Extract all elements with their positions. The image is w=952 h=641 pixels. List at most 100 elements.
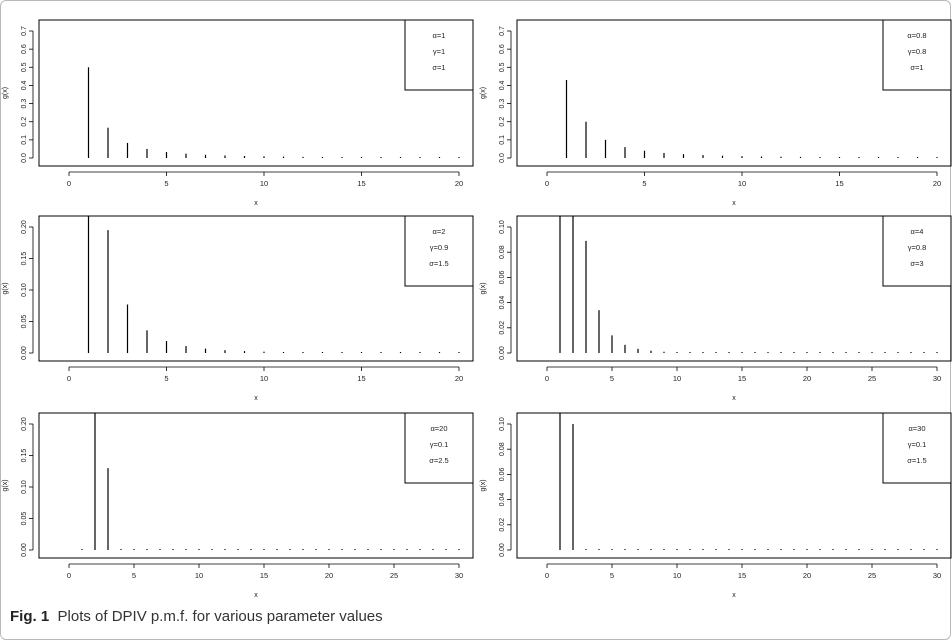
x-tick-label: 30 [933, 374, 941, 383]
x-tick-label: 0 [67, 179, 71, 188]
x-tick-label: 10 [195, 571, 203, 580]
y-tick-label: 0.00 [21, 346, 28, 360]
legend-entry: γ=0.9 [430, 243, 449, 252]
y-tick-label: 0.4 [499, 80, 506, 90]
y-tick-label: 0.15 [21, 252, 28, 266]
y-tick-label: 0.5 [21, 62, 28, 72]
bars [87, 216, 460, 353]
caption-text: Plots of DPIV p.m.f. for various paramet… [57, 608, 383, 625]
x-tick-label: 10 [260, 374, 268, 383]
y-tick-label: 0.20 [21, 220, 28, 234]
x-tick-label: 0 [545, 374, 549, 383]
y-tick-label: 0.10 [21, 283, 28, 297]
caption-label: Fig. 1 [10, 608, 50, 625]
plot-box [516, 19, 952, 167]
y-tick-label: 0.05 [21, 512, 28, 526]
x-tick-label: 25 [868, 374, 876, 383]
y-tick-label: 0.00 [499, 346, 506, 360]
legend-entry: γ=0.8 [908, 47, 927, 56]
y-tick-label: 0.3 [499, 99, 506, 109]
x-tick-label: 10 [673, 374, 681, 383]
legend-entry: γ=0.1 [430, 440, 449, 449]
bars [81, 413, 460, 550]
x-tick-label: 5 [132, 571, 136, 580]
plot-box [38, 215, 474, 362]
bars [87, 67, 460, 158]
legend-entry: α=30 [908, 424, 925, 433]
x-axis-label: x [732, 395, 736, 402]
x-tick-label: 15 [738, 571, 746, 580]
legend-entry: σ=3 [910, 259, 923, 268]
y-axis-label: g(x) [2, 479, 9, 491]
y-tick-label: 0.4 [21, 80, 28, 90]
legend-entry: γ=1 [433, 47, 445, 56]
legend-entry: σ=2.5 [429, 456, 448, 465]
x-tick-label: 5 [164, 374, 168, 383]
y-tick-label: 0.02 [499, 321, 506, 335]
y-tick-label: 0.0 [499, 153, 506, 163]
y-tick-label: 0.00 [499, 543, 506, 557]
legend-entry: σ=1.5 [907, 456, 926, 465]
x-tick-label: 5 [164, 179, 168, 188]
x-tick-label: 15 [835, 179, 843, 188]
legend-box [404, 19, 474, 91]
legend-entry: σ=1 [432, 63, 445, 72]
bars [565, 79, 938, 158]
y-tick-label: 0.20 [21, 417, 28, 431]
x-tick-label: 0 [545, 179, 549, 188]
x-tick-label: 15 [357, 179, 365, 188]
bars [559, 216, 938, 353]
y-tick-label: 0.00 [21, 543, 28, 557]
x-tick-label: 0 [545, 571, 549, 580]
x-tick-label: 15 [357, 374, 365, 383]
x-tick-label: 10 [738, 179, 746, 188]
plot-box [38, 19, 474, 167]
y-tick-label: 0.1 [499, 135, 506, 145]
legend-box [882, 215, 952, 287]
legend-entry: γ=0.1 [908, 440, 927, 449]
legend-box [404, 412, 474, 484]
plot-box [516, 215, 952, 362]
x-tick-label: 20 [933, 179, 941, 188]
x-axis-label: x [254, 395, 258, 402]
y-tick-label: 0.15 [21, 449, 28, 463]
chart-panel-1: 0 5 10 15 20 x 0.0 0.1 0.2 0.3 0.4 0.5 0.6 0.7 g(x) α=1… [2, 19, 474, 207]
y-tick-label: 0.10 [499, 220, 506, 234]
x-axis-label: x [254, 200, 258, 207]
x-tick-label: 5 [610, 571, 614, 580]
y-tick-label: 0.04 [499, 296, 506, 310]
legend-entry: γ=0.8 [908, 243, 927, 252]
y-tick-label: 0.10 [21, 480, 28, 494]
chart-panel-3: 0 5 10 15 20 x 0.00 0.05 0.10 0.15 0.20 g(x) α=2 γ=0.… [2, 215, 474, 402]
x-tick-label: 0 [67, 374, 71, 383]
y-tick-label: 0.08 [499, 245, 506, 259]
x-tick-label: 10 [260, 179, 268, 188]
y-axis-label: g(x) [480, 87, 487, 99]
x-tick-label: 20 [325, 571, 333, 580]
x-tick-label: 20 [455, 374, 463, 383]
bars [559, 413, 938, 550]
y-tick-label: 0.02 [499, 518, 506, 532]
y-axis-label: g(x) [2, 282, 9, 294]
y-tick-label: 0.08 [499, 442, 506, 456]
y-tick-label: 0.04 [499, 493, 506, 507]
x-tick-label: 5 [642, 179, 646, 188]
x-tick-label: 30 [455, 571, 463, 580]
legend-entry: σ=1 [910, 63, 923, 72]
y-axis-label: g(x) [2, 87, 9, 99]
x-tick-label: 25 [390, 571, 398, 580]
x-tick-label: 15 [260, 571, 268, 580]
x-axis-label: x [732, 200, 736, 207]
y-tick-label: 0.5 [499, 62, 506, 72]
y-tick-label: 0.06 [499, 467, 506, 481]
y-tick-label: 0.2 [499, 117, 506, 127]
plot-box [38, 412, 474, 559]
legend-box [404, 215, 474, 287]
y-tick-label: 0.2 [21, 117, 28, 127]
legend-entry: α=4 [911, 227, 924, 236]
legend-box [882, 412, 952, 484]
y-axis-label: g(x) [480, 479, 487, 491]
y-tick-label: 0.7 [499, 26, 506, 36]
y-tick-label: 0.06 [499, 270, 506, 284]
